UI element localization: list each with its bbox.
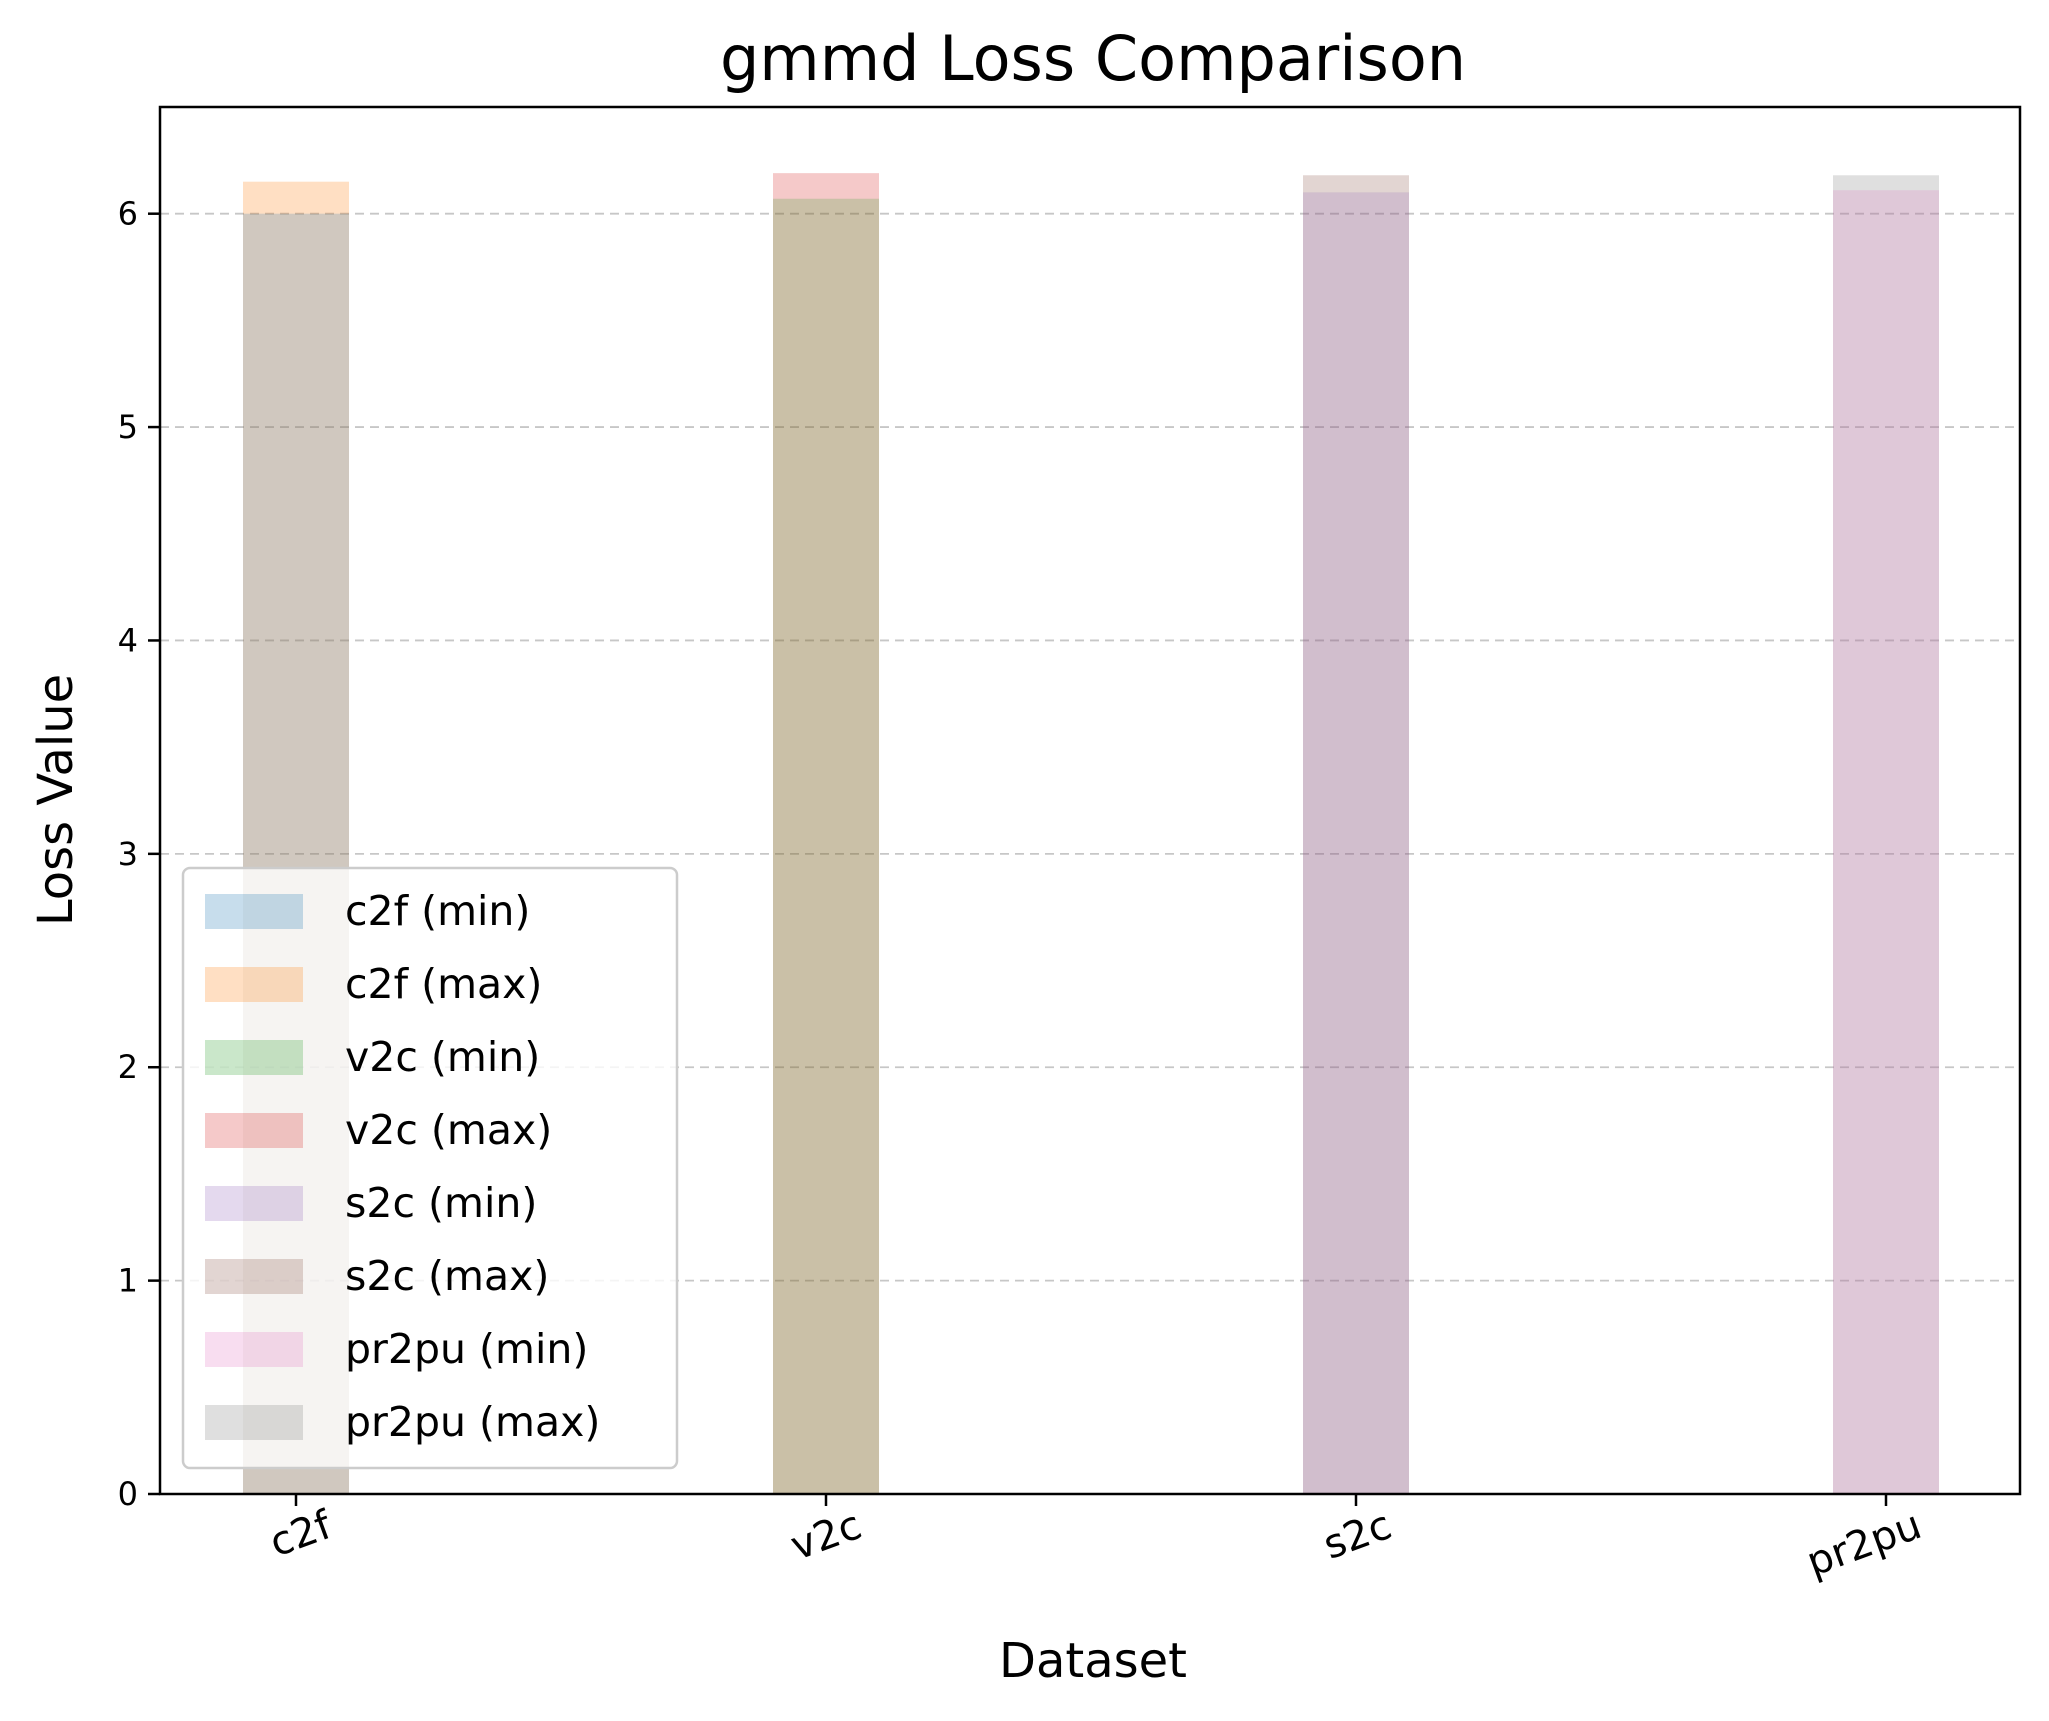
legend-swatch-pr2pu-min — [205, 1332, 303, 1367]
legend-label-s2c-min: s2c (min) — [345, 1179, 537, 1227]
bar-pr2pu-max — [1833, 175, 1939, 1494]
y-axis: 0 1 2 3 4 5 6 — [118, 195, 160, 1513]
y-tick-label-4: 4 — [118, 621, 138, 659]
legend-label-v2c-max: v2c (max) — [345, 1106, 552, 1154]
x-axis-title: Dataset — [999, 1633, 1187, 1689]
bar-v2c-min — [773, 198, 879, 1495]
bars — [243, 173, 1939, 1495]
legend: c2f (min) c2f (max) v2c (min) v2c (max) s2c … — [181, 866, 679, 1470]
y-tick-label-3: 3 — [118, 835, 138, 873]
legend-label-pr2pu-max: pr2pu (max) — [345, 1398, 600, 1446]
y-tick-label-2: 2 — [118, 1048, 138, 1086]
y-tick-label-1: 1 — [118, 1262, 138, 1300]
legend-swatch-pr2pu-max — [205, 1405, 303, 1440]
y-tick-label-0: 0 — [118, 1475, 138, 1513]
legend-label-v2c-min: v2c (min) — [345, 1033, 540, 1081]
legend-label-c2f-min: c2f (min) — [345, 887, 530, 935]
chart-title: gmmd Loss Comparison — [720, 22, 1466, 95]
plot-frame — [158, 105, 2022, 1496]
legend-swatch-c2f-min — [205, 894, 303, 929]
y-tick-label-6: 6 — [118, 195, 138, 233]
legend-label-pr2pu-min: pr2pu (min) — [345, 1325, 588, 1373]
y-axis-title: Loss Value — [28, 674, 84, 926]
legend-swatch-s2c-min — [205, 1186, 303, 1221]
legend-swatch-v2c-max — [205, 1113, 303, 1148]
bar-s2c-max — [1303, 175, 1409, 1494]
legend-box — [181, 866, 679, 1470]
grid-lines — [160, 212, 2020, 1282]
legend-label-c2f-max: c2f (max) — [345, 960, 542, 1008]
bar-v2c-max — [773, 173, 879, 1495]
bar-pr2pu-min — [1833, 190, 1939, 1495]
legend-label-s2c-max: s2c (max) — [345, 1252, 549, 1300]
legend-swatch-c2f-max — [205, 967, 303, 1002]
legend-swatch-v2c-min — [205, 1040, 303, 1075]
y-tick-label-5: 5 — [118, 408, 138, 446]
bar-s2c-min — [1303, 192, 1409, 1494]
legend-swatch-s2c-max — [205, 1259, 303, 1294]
